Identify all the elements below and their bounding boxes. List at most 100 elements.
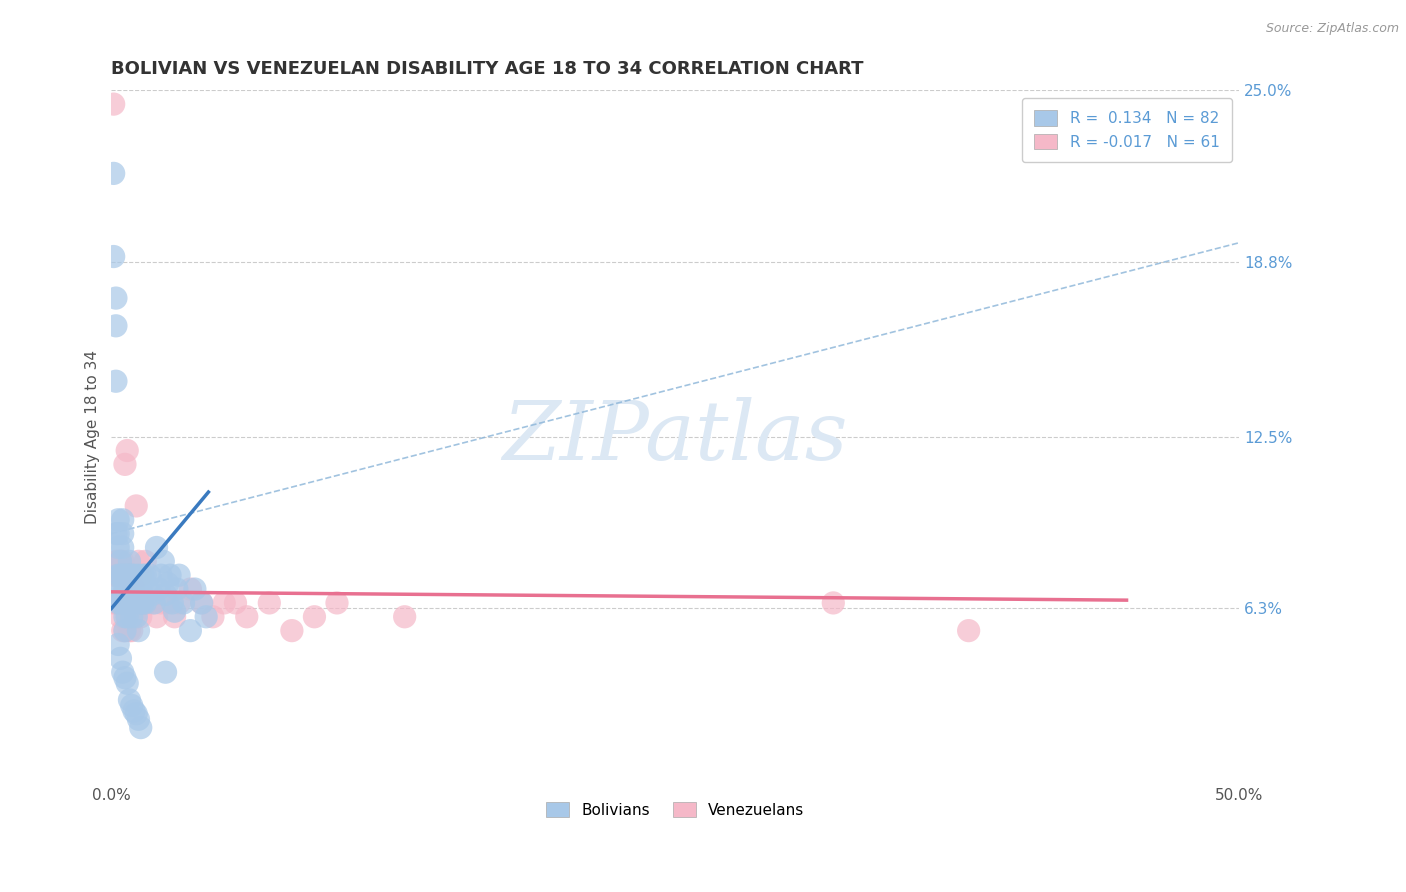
Point [125, 499, 148, 513]
Point [118, 693, 141, 707]
Point [104, 554, 127, 568]
Point [125, 706, 148, 721]
Point [103, 166, 125, 180]
Point [125, 596, 148, 610]
Point [163, 609, 186, 624]
Point [134, 596, 156, 610]
Point [155, 588, 177, 602]
Point [107, 568, 129, 582]
Point [118, 624, 141, 638]
Point [121, 582, 143, 596]
Point [156, 576, 179, 591]
Point [129, 568, 152, 582]
Point [179, 624, 201, 638]
Point [110, 596, 132, 610]
Point [152, 554, 174, 568]
Point [104, 526, 127, 541]
Point [110, 554, 132, 568]
Point [136, 596, 159, 610]
Point [173, 596, 195, 610]
Point [111, 554, 134, 568]
Point [103, 250, 125, 264]
Point [121, 609, 143, 624]
Point [127, 712, 149, 726]
Point [150, 568, 173, 582]
Point [166, 582, 188, 596]
Point [114, 609, 136, 624]
Point [115, 568, 138, 582]
Point [121, 568, 143, 582]
Point [103, 596, 125, 610]
Y-axis label: Disability Age 18 to 34: Disability Age 18 to 34 [86, 350, 100, 524]
Point [114, 624, 136, 638]
Point [201, 609, 224, 624]
Point [110, 554, 132, 568]
Point [110, 609, 132, 624]
Point [127, 596, 149, 610]
Point [107, 596, 129, 610]
Point [122, 582, 145, 596]
Point [148, 582, 170, 596]
Point [111, 568, 134, 582]
Point [118, 596, 141, 610]
Point [107, 513, 129, 527]
Legend: Bolivians, Venezuelans: Bolivians, Venezuelans [540, 796, 810, 824]
Point [129, 596, 152, 610]
Point [259, 596, 281, 610]
Text: ZIPatlas: ZIPatlas [502, 397, 848, 476]
Point [127, 568, 149, 582]
Point [141, 596, 163, 610]
Point [121, 624, 143, 638]
Point [127, 554, 149, 568]
Point [159, 568, 181, 582]
Point [304, 609, 326, 624]
Point [195, 609, 218, 624]
Point [121, 596, 143, 610]
Point [104, 318, 127, 333]
Point [118, 568, 141, 582]
Point [115, 676, 138, 690]
Point [143, 596, 166, 610]
Point [107, 541, 129, 555]
Point [326, 596, 349, 610]
Point [136, 582, 159, 596]
Point [281, 624, 304, 638]
Point [114, 624, 136, 638]
Point [114, 568, 136, 582]
Point [111, 596, 134, 610]
Point [114, 671, 136, 685]
Text: BOLIVIAN VS VENEZUELAN DISABILITY AGE 18 TO 34 CORRELATION CHART: BOLIVIAN VS VENEZUELAN DISABILITY AGE 18… [111, 60, 863, 78]
Point [190, 596, 212, 610]
Point [115, 443, 138, 458]
Point [155, 665, 177, 680]
Point [114, 582, 136, 596]
Point [394, 609, 416, 624]
Point [167, 596, 190, 610]
Point [134, 554, 156, 568]
Point [114, 596, 136, 610]
Point [103, 568, 125, 582]
Point [115, 596, 138, 610]
Point [184, 582, 207, 596]
Point [156, 596, 179, 610]
Point [129, 609, 152, 624]
Point [179, 582, 201, 596]
Point [125, 609, 148, 624]
Point [122, 568, 145, 582]
Point [132, 596, 155, 610]
Point [114, 458, 136, 472]
Point [121, 698, 143, 713]
Point [118, 554, 141, 568]
Point [139, 568, 162, 582]
Point [122, 609, 145, 624]
Point [167, 568, 190, 582]
Point [823, 596, 845, 610]
Point [107, 596, 129, 610]
Point [110, 568, 132, 582]
Point [104, 596, 127, 610]
Point [114, 582, 136, 596]
Point [957, 624, 980, 638]
Point [118, 596, 141, 610]
Point [212, 596, 235, 610]
Point [111, 582, 134, 596]
